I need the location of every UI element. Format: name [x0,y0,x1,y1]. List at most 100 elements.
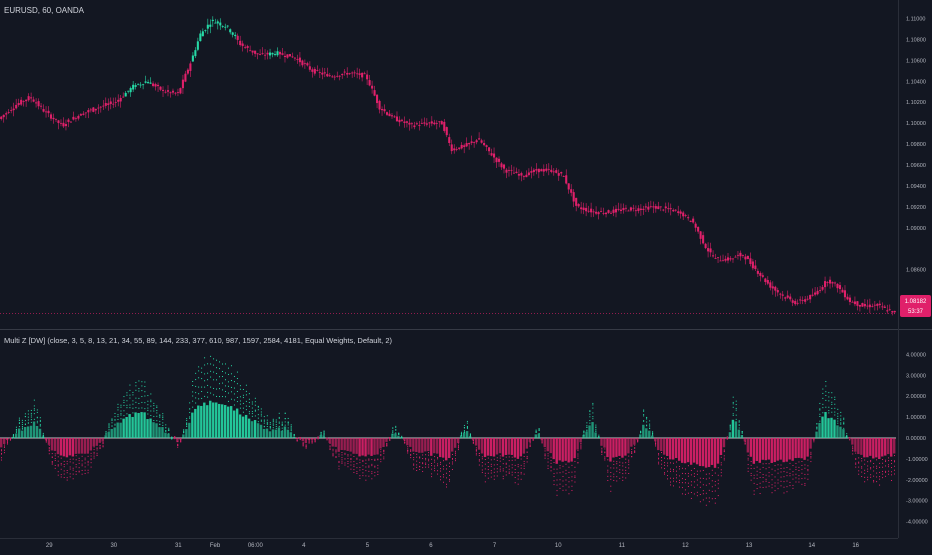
candle [104,97,107,109]
z-bar [232,375,236,438]
z-bar [8,437,12,441]
z-bar [666,438,669,480]
z-bar [319,431,322,438]
z-bar [0,438,3,461]
symbol-label[interactable]: EURUSD, 60, OANDA [4,6,85,15]
candle [455,146,458,152]
z-bar [107,423,110,438]
candle [249,45,252,52]
candle [517,169,520,180]
z-bar [203,357,206,438]
z-bar [890,438,893,482]
candle [194,47,197,59]
candle [814,287,817,297]
z-bar [32,399,36,438]
z-bar [824,381,827,438]
z-bar [576,438,579,464]
candle [505,168,508,179]
z-bar [525,438,529,463]
z-bar [600,438,603,455]
candle [341,73,344,79]
z-bar [167,427,170,438]
z-bar [519,438,523,480]
z-bar [403,438,406,444]
time-axis-tick: 7 [493,543,497,549]
candle [54,118,58,122]
candle [754,259,757,271]
z-bar [567,438,570,495]
candle [234,31,237,40]
z-bar [618,438,621,479]
z-bar [77,438,81,473]
candle [144,75,147,84]
candle [438,121,441,128]
candle [219,18,222,30]
candle [259,49,262,56]
z-bar [277,412,281,438]
price-axis-tick: 1.08600 [906,268,926,274]
candle [264,49,267,60]
candle [152,81,155,88]
z-bar [340,438,343,464]
z-bar [767,438,770,487]
candle [699,230,702,245]
z-bar [528,438,532,447]
candle [15,98,18,110]
candle [741,254,744,258]
z-bar [836,408,839,438]
price-pane[interactable] [0,16,896,316]
candle [731,258,735,263]
z-bar [53,438,57,469]
candle [368,75,371,87]
z-bar [881,438,884,479]
candle [791,298,794,307]
z-bar [170,436,173,440]
candle [682,210,685,220]
candle [214,18,217,24]
candle [861,302,864,308]
candle [592,209,595,217]
z-bar [830,392,833,438]
candle [647,201,650,213]
z-bar [56,438,60,476]
candle [147,79,150,84]
candle [642,205,645,215]
candle [92,106,95,113]
z-bar [155,405,158,438]
candle [2,114,5,123]
candle [206,18,209,35]
z-bar [328,438,331,451]
indicator-axis-tick: 0.00000 [906,436,926,442]
z-bar [256,405,260,438]
price-axis-tick: 1.10600 [906,58,926,64]
z-bar [492,438,496,480]
candle [154,82,157,91]
candle [99,105,102,113]
z-bar [612,438,615,481]
z-bar [809,438,812,463]
indicator-label[interactable]: Multi Z [DW] (close, 3, 5, 8, 13, 21, 34… [4,336,393,345]
candle [366,70,369,86]
candle [475,139,478,145]
candle [79,113,82,116]
candle [276,47,279,57]
price-axis-tick: 1.10000 [906,121,926,127]
candle [779,292,782,299]
candle [485,144,488,151]
candle [709,242,712,257]
time-axis-tick: 16 [852,543,859,549]
z-bar [543,438,546,459]
z-bar [247,393,251,438]
candle [296,54,299,64]
candle [580,201,583,214]
indicator-pane[interactable] [0,355,896,506]
z-bar [131,391,134,438]
z-bar [322,430,325,438]
price-axis-tick: 1.10400 [906,79,926,85]
candle [806,295,809,301]
z-bar [26,410,30,438]
z-bar [68,438,72,478]
z-bar [537,428,540,438]
candle [201,28,204,37]
